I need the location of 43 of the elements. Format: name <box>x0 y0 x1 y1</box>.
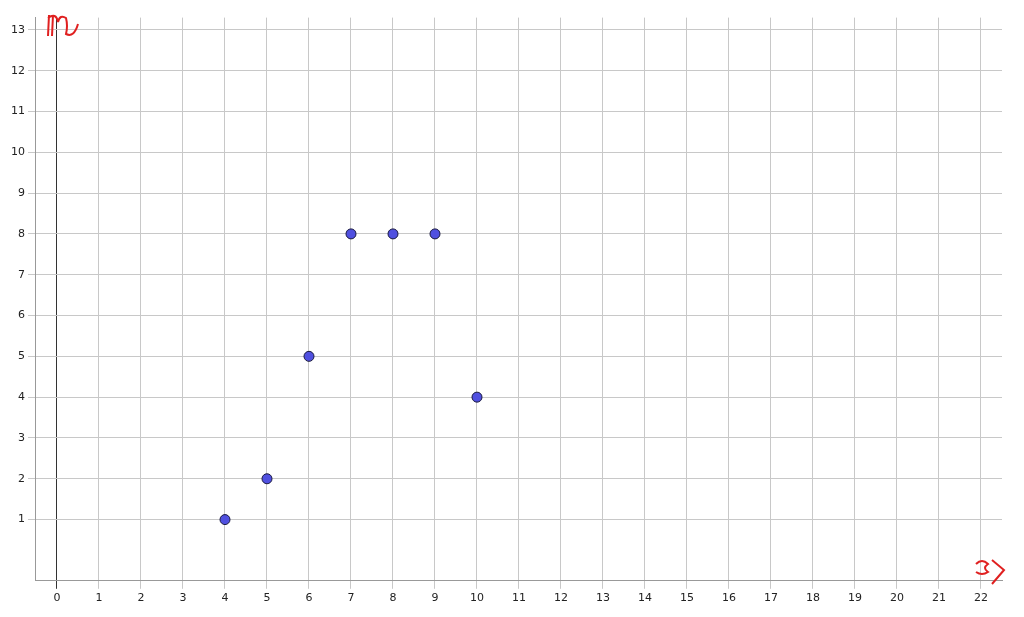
x-tick-label: 6 <box>305 591 313 605</box>
x-tick-label: 13 <box>596 591 610 605</box>
x-tick-label: 20 <box>890 591 904 605</box>
x-tick-label: 15 <box>680 591 694 605</box>
point <box>219 514 231 526</box>
y-tick-label: 4 <box>18 390 25 404</box>
y-tick-label: 13 <box>11 22 25 36</box>
x-tick-label: 17 <box>764 591 778 605</box>
point <box>261 473 273 485</box>
x-tick-label: 14 <box>638 591 652 605</box>
x-tick-label: 18 <box>806 591 820 605</box>
x-tick-label: 19 <box>848 591 862 605</box>
x-tick-label: 12 <box>554 591 568 605</box>
x-tick-label: 1 <box>95 591 103 605</box>
x-tick-label: 2 <box>137 591 145 605</box>
y-tick-label: 9 <box>18 185 25 199</box>
point <box>345 228 357 240</box>
x-tick-label: 7 <box>347 591 355 605</box>
y-tick-label: 5 <box>18 349 25 363</box>
point <box>303 350 315 362</box>
x-tick-label: 16 <box>722 591 736 605</box>
point <box>387 228 399 240</box>
point <box>429 228 441 240</box>
x-tick-label: 0 <box>53 591 61 605</box>
x-tick-label: 8 <box>389 591 397 605</box>
y-tick-label: 11 <box>11 104 25 118</box>
x-tick-label: 3 <box>179 591 187 605</box>
x-tick-label: 22 <box>974 591 988 605</box>
point <box>471 391 483 403</box>
y-tick-label: 3 <box>18 430 25 444</box>
y-tick-label: 7 <box>18 267 25 281</box>
x-tick-label: 4 <box>221 591 229 605</box>
x-tick-label: 10 <box>470 591 484 605</box>
y-tick-label: 12 <box>11 63 25 77</box>
x-tick-label: 9 <box>431 591 439 605</box>
x-tick-label: 21 <box>932 591 946 605</box>
y-tick-label: 6 <box>18 308 25 322</box>
x-tick-label: 5 <box>263 591 271 605</box>
y-tick-label: 10 <box>11 145 25 159</box>
x-tick-label: 11 <box>512 591 526 605</box>
y-tick-label: 1 <box>18 512 25 526</box>
y-tick-label: 2 <box>18 471 25 485</box>
y-tick-label: 8 <box>18 226 25 240</box>
